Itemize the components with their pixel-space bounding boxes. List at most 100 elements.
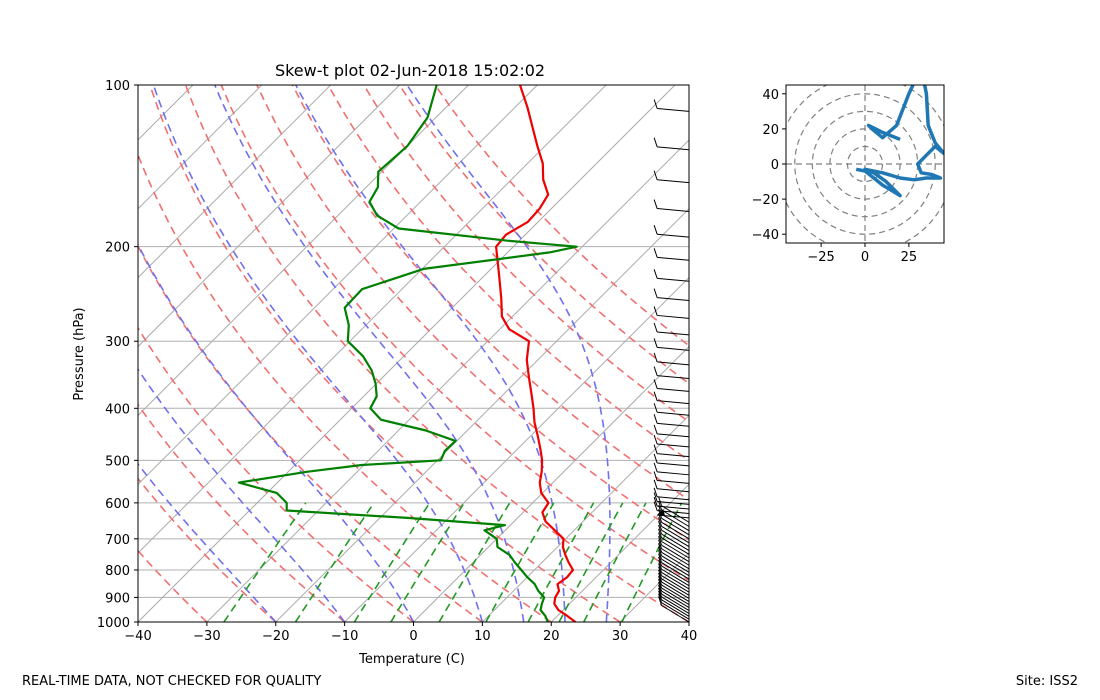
- isotherm-line: [206, 139, 689, 622]
- isotherm-line: [688, 621, 689, 622]
- mixing-ratio-line: [390, 502, 465, 622]
- wind-barb: [658, 517, 690, 544]
- moist-adiabat-line: [295, 85, 566, 622]
- wind-barb: [658, 543, 690, 570]
- wind-barb: [653, 338, 690, 351]
- wind-barb: [653, 322, 690, 336]
- isotherm-line: [619, 552, 689, 622]
- wind-barb: [658, 587, 690, 614]
- dry-adiabat-line: [149, 85, 621, 622]
- wind-barb: [658, 566, 690, 593]
- wind-barb: [658, 572, 690, 599]
- dry-adiabat-line: [138, 244, 483, 622]
- wind-barb: [653, 496, 690, 510]
- dry-adiabat-line: [398, 85, 689, 385]
- x-tick-label: 40: [681, 629, 698, 644]
- x-axis-ticks: −40 −30 −20 −10 0 10 20 30 40: [124, 622, 697, 644]
- wind-barb: [653, 462, 690, 476]
- wind-barb: [658, 575, 690, 602]
- wind-barb: [653, 492, 690, 505]
- wind-barb: [653, 269, 690, 282]
- hodograph-y-tick-label: −40: [752, 228, 779, 243]
- dewpoint-profile-line: [237, 85, 578, 622]
- x-tick-label: 0: [409, 629, 417, 644]
- isotherm-line: [138, 85, 676, 622]
- wind-barb: [658, 528, 690, 555]
- mixing-ratio-line: [353, 502, 431, 622]
- hodograph-inset: −25 0 25 40 20 0 −20 −40: [752, 84, 945, 265]
- dry-adiabat-line: [184, 85, 689, 622]
- mixing-ratio-line: [558, 502, 624, 622]
- wind-barb: [653, 391, 690, 405]
- y-tick-label: 500: [105, 454, 130, 469]
- dry-adiabat-line: [138, 477, 277, 622]
- x-tick-label: 10: [474, 629, 491, 644]
- mixing-ratio-line: [294, 502, 375, 622]
- wind-barb: [658, 581, 690, 608]
- isotherm-line: [138, 85, 607, 554]
- wind-barb: [658, 521, 690, 548]
- moist-adiabat-line: [138, 462, 277, 622]
- dry-adiabat-line: [138, 152, 552, 622]
- wind-barb: [658, 500, 690, 527]
- wind-barb: [653, 288, 690, 302]
- isotherm-line: [550, 483, 689, 622]
- sounding-series: [237, 85, 578, 622]
- wind-barb: [653, 170, 690, 184]
- wind-barb: [658, 584, 690, 611]
- wind-barb: [653, 487, 690, 501]
- wind-barb: [653, 453, 690, 467]
- wind-barb: [658, 524, 690, 551]
- hodograph-content: [786, 85, 944, 243]
- isotherm-line: [138, 85, 194, 141]
- plot-frame: [137, 84, 690, 623]
- wind-barb: [653, 403, 690, 416]
- y-tick-label: 600: [105, 497, 130, 512]
- isotherm-line: [344, 276, 689, 622]
- dry-adiabat-line: [138, 549, 208, 622]
- wind-barb: [658, 563, 690, 590]
- moist-adiabat-line: [406, 85, 611, 622]
- wind-barb: [653, 424, 690, 438]
- temperature-profile-line: [495, 85, 577, 622]
- x-axis-label: Temperature (C): [358, 652, 465, 667]
- wind-barb: [653, 501, 690, 515]
- wind-barb: [658, 546, 690, 573]
- mixing-ratio-line: [223, 502, 307, 622]
- hodograph-x-tick-label: 25: [901, 250, 918, 265]
- x-tick-label: −40: [124, 629, 151, 644]
- mixing-ratio-line: [621, 502, 683, 622]
- hodograph-y-tick-label: 40: [762, 88, 779, 103]
- wind-barb: [653, 248, 690, 261]
- wind-barb: [658, 593, 690, 620]
- reference-lines: [138, 85, 689, 622]
- wind-barb: [653, 225, 690, 238]
- y-tick-label: 400: [105, 402, 130, 417]
- wind-barb: [653, 444, 690, 458]
- wind-barb: [658, 550, 690, 577]
- wind-barb: [658, 535, 690, 563]
- wind-barb: [653, 379, 690, 392]
- dry-adiabat-line: [434, 85, 689, 347]
- isotherm-line: [138, 85, 400, 348]
- wind-barb: [653, 99, 690, 112]
- dry-adiabat-line: [138, 326, 414, 622]
- x-tick-label: −20: [262, 629, 289, 644]
- wind-barb: [658, 596, 690, 623]
- moist-adiabat-line: [214, 85, 525, 622]
- hodograph-x-tick-label: −25: [807, 250, 834, 265]
- y-tick-label: 900: [105, 591, 130, 606]
- wind-barb: [653, 414, 690, 427]
- wind-barb: [658, 590, 690, 617]
- y-tick-label: 200: [105, 241, 130, 256]
- mixing-ratio-line: [485, 502, 555, 622]
- y-axis-ticks: 100 200 300 400 500 600 700 800 900 1000: [97, 79, 138, 631]
- wind-barb: [658, 496, 690, 523]
- x-tick-label: −30: [193, 629, 220, 644]
- x-tick-label: 30: [612, 629, 629, 644]
- wind-barb: [658, 578, 690, 606]
- isotherm-line: [138, 85, 469, 417]
- wind-barb: [658, 569, 690, 596]
- chart-title: Skew-t plot 02-Jun-2018 15:02:02: [275, 61, 545, 80]
